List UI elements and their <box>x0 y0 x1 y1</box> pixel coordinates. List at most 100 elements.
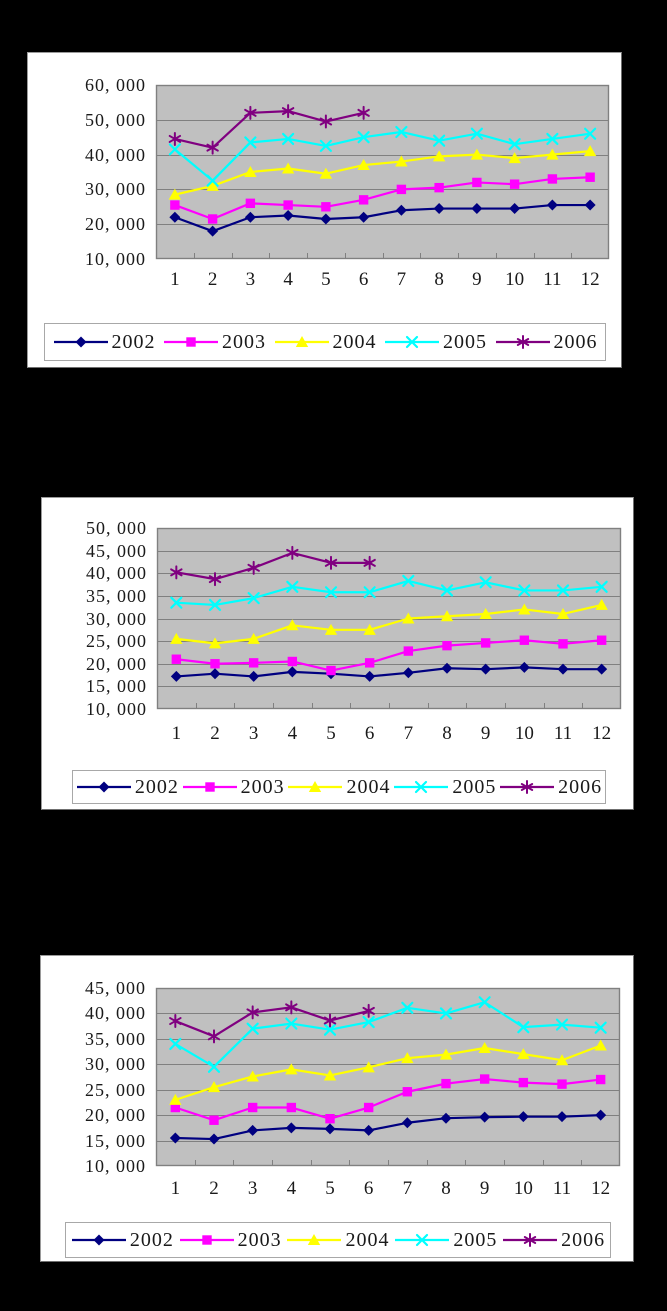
legend-marker-asterisk-icon <box>495 335 550 349</box>
y-tick-label: 30, 000 <box>85 1054 146 1075</box>
series-2004 <box>170 598 608 649</box>
legend-marker-triangle-icon <box>287 1234 342 1245</box>
x-tick-label: 4 <box>287 723 298 744</box>
y-tick-label: 45, 000 <box>85 978 146 998</box>
x-tick-label: 2 <box>209 1178 219 1199</box>
y-tick-label: 20, 000 <box>85 214 146 235</box>
legend-item-2005: 2005 <box>393 776 496 799</box>
series-2003 <box>170 172 595 224</box>
x-tick-label: 11 <box>552 1178 572 1199</box>
x-tick-label: 6 <box>364 723 375 744</box>
legend-label: 2003 <box>237 1228 282 1251</box>
series-2002 <box>170 661 608 682</box>
y-tick-label: 35, 000 <box>85 1028 146 1049</box>
x-tick-label: 11 <box>553 723 573 744</box>
legend-marker-diamond-icon <box>76 781 131 793</box>
x-tick-label: 4 <box>286 1178 297 1199</box>
y-tick-label: 15, 000 <box>85 1130 146 1151</box>
x-tick-label: 3 <box>247 1178 258 1199</box>
legend-item-2004: 2004 <box>274 331 377 354</box>
legend-label: 2002 <box>134 775 179 798</box>
y-tick-label: 15, 000 <box>86 676 147 697</box>
y-tick-label: 25, 000 <box>85 1079 146 1100</box>
y-tick-label: 50, 000 <box>85 109 146 130</box>
x-tick-label: 12 <box>580 269 600 290</box>
x-tick-label: 3 <box>245 269 256 290</box>
legend: 2002 2003 2004 2005 2006 <box>65 1222 611 1258</box>
series-2005 <box>170 574 608 612</box>
x-tick-label: 11 <box>543 269 562 290</box>
x-tick-label: 3 <box>248 723 259 744</box>
x-tick-label: 1 <box>171 723 182 744</box>
x-tick-label: 6 <box>363 1178 374 1199</box>
legend-marker-triangle-icon <box>274 336 329 347</box>
series-2002 <box>169 1109 607 1145</box>
y-tick-label: 10, 000 <box>86 699 147 719</box>
x-tick-label: 8 <box>441 1178 451 1199</box>
line-chart-svg <box>156 527 622 710</box>
x-tick-label: 7 <box>403 723 414 744</box>
x-tick-label: 9 <box>480 723 491 744</box>
legend-label: 2003 <box>222 330 266 353</box>
y-tick-label: 50, 000 <box>86 518 147 538</box>
x-tick-label: 2 <box>207 269 218 290</box>
series-2004 <box>169 1039 607 1105</box>
x-tick-label: 9 <box>479 1178 490 1199</box>
y-tick-label: 10, 000 <box>85 1156 146 1176</box>
y-tick-label: 60, 000 <box>85 75 146 95</box>
legend-item-2003: 2003 <box>179 1229 282 1252</box>
legend-item-2002: 2002 <box>71 1229 174 1252</box>
series-2002 <box>169 199 596 237</box>
x-tick-label: 2 <box>210 723 220 744</box>
legend-marker-diamond-icon <box>71 1234 126 1246</box>
y-tick-label: 45, 000 <box>86 540 147 561</box>
legend-label: 2006 <box>558 775 603 798</box>
x-tick-label: 1 <box>170 269 180 290</box>
x-tick-label: 10 <box>514 723 534 744</box>
legend-marker-square-icon <box>164 337 218 347</box>
x-tick-label: 5 <box>326 723 336 744</box>
y-tick-label: 40, 000 <box>86 563 147 584</box>
legend-item-2004: 2004 <box>287 776 390 799</box>
legend-item-2006: 2006 <box>499 776 602 799</box>
y-tick-label: 40, 000 <box>85 1003 146 1024</box>
y-tick-label: 20, 000 <box>85 1105 146 1126</box>
legend-item-2006: 2006 <box>502 1229 605 1252</box>
y-tick-label: 30, 000 <box>86 608 147 629</box>
x-tick-label: 10 <box>505 269 525 290</box>
line-chart-svg <box>155 84 610 260</box>
legend-item-2003: 2003 <box>163 331 266 354</box>
chart-panel-middle: 50, 000 45, 000 40, 000 35, 000 30, 000 25, 0… <box>41 497 634 810</box>
plot-area <box>155 84 610 260</box>
legend-label: 2002 <box>111 330 156 353</box>
series-2005 <box>169 996 607 1073</box>
legend: 2002 2003 2004 2005 2006 <box>44 323 606 361</box>
series-2004 <box>168 145 597 200</box>
legend-marker-square-icon <box>182 782 237 792</box>
chart-panel-top: 60, 000 50, 000 40, 000 30, 000 20, 000 10, 0… <box>27 52 622 368</box>
series-2006 <box>168 104 370 155</box>
legend-marker-x-icon <box>394 780 449 794</box>
x-tick-label: 8 <box>442 723 452 744</box>
legend-marker-x-icon <box>385 335 439 349</box>
x-tick-label: 7 <box>396 269 407 290</box>
plot-area <box>155 987 621 1167</box>
legend-marker-asterisk-icon <box>503 1233 558 1247</box>
series-2006 <box>169 1000 375 1044</box>
legend-item-2005: 2005 <box>394 1229 497 1252</box>
y-tick-label: 30, 000 <box>85 179 146 200</box>
legend-label: 2002 <box>129 1228 174 1251</box>
series-2005 <box>168 125 597 187</box>
series-2003 <box>170 1074 606 1125</box>
x-tick-label: 7 <box>402 1178 413 1199</box>
chart-panel-bottom: 45, 000 40, 000 35, 000 30, 000 25, 000 20, 0… <box>40 955 634 1262</box>
series-2006 <box>170 545 376 587</box>
legend-label: 2006 <box>553 330 598 353</box>
x-tick-label: 6 <box>358 269 369 290</box>
y-tick-label: 10, 000 <box>85 249 146 269</box>
legend-label: 2004 <box>346 775 391 798</box>
legend-marker-x-icon <box>395 1233 450 1247</box>
y-tick-label: 20, 000 <box>86 653 147 674</box>
x-tick-label: 9 <box>472 269 482 290</box>
x-tick-label: 5 <box>321 269 331 290</box>
